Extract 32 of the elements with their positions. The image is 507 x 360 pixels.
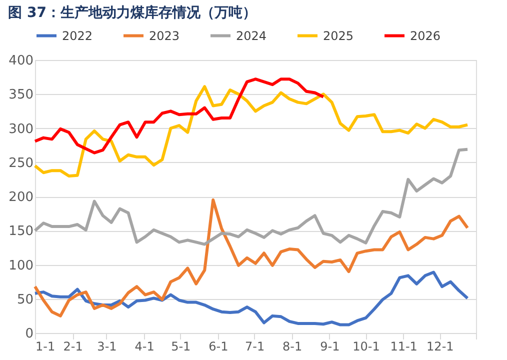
y-tick-label: 400 [8,54,34,68]
legend-label: 2026 [410,28,441,43]
x-tick-label: 3-1 [97,340,117,354]
x-tick-label: 4-1 [134,340,154,354]
x-tick-label: 12-1 [426,340,454,354]
y-tick-label: 250 [8,156,34,171]
line-series [34,78,325,154]
legend-label: 2023 [149,28,180,43]
line-series [34,198,470,318]
y-tick-label: 150 [8,224,34,240]
y-tick-label: 50 [16,292,34,308]
x-tick-label: 10-1 [352,340,380,354]
x-tick-label: 11-1 [390,340,418,354]
x-tick-label: 5-1 [171,340,191,354]
x-tick-label: 1-1 [36,340,56,354]
legend-label: 2025 [323,28,354,43]
y-tick-label: 200 [8,190,34,205]
chart-title: 图 37：生产地动力煤库存情况（万吨） [8,4,257,21]
legend-label: 2024 [236,28,267,43]
y-tick-label: 100 [8,258,34,274]
y-tick-label: 300 [8,122,34,137]
line-series [34,270,470,326]
legend-label: 2022 [62,28,93,43]
x-tick-label: 2-1 [63,340,83,354]
line-series [34,85,470,178]
y-tick-label: 350 [8,88,34,103]
x-tick-label: 9-1 [320,340,340,354]
y-tick-label: 0 [25,326,34,342]
x-tick-label: 6-1 [208,340,228,354]
x-tick-label: 8-1 [282,340,302,354]
x-tick-label: 7-1 [244,340,265,354]
line-series [34,148,470,246]
